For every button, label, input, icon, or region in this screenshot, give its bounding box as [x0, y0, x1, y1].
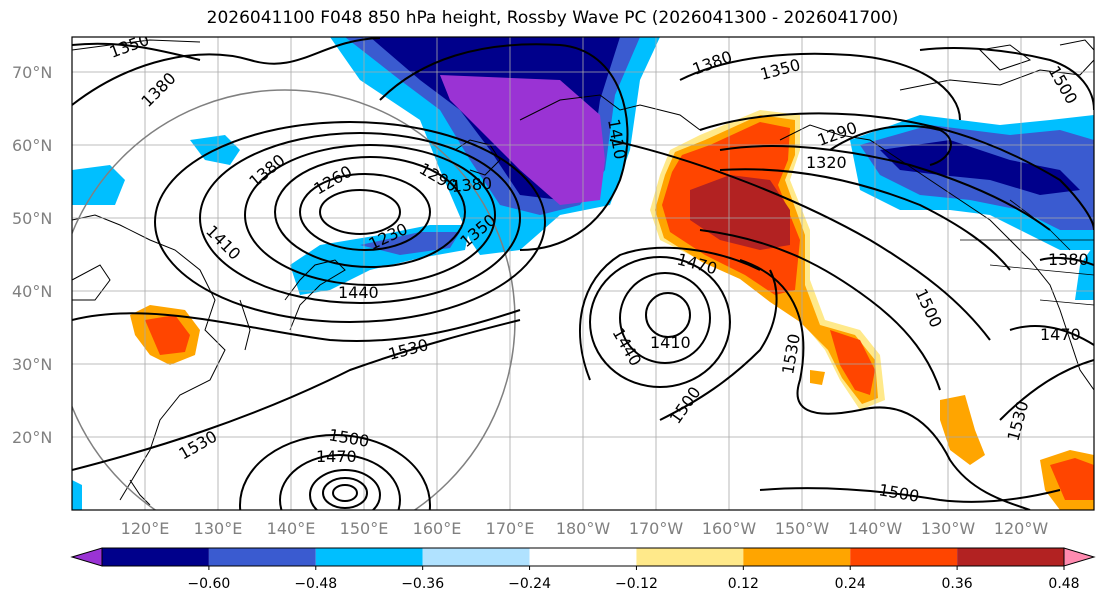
reference-circle [72, 89, 516, 510]
colorbar-tick-label: 0.12 [728, 576, 759, 592]
lon-label: 150°E [340, 519, 389, 538]
height-contours [72, 37, 1094, 510]
lon-label: 160°E [413, 519, 462, 538]
colorbar-tick-label: 0.24 [835, 576, 866, 592]
colorbar-tick-label: −0.48 [294, 576, 337, 592]
lat-label: 20°N [12, 428, 52, 447]
colorbar-extension-max [1063, 547, 1096, 567]
lon-label: 120°W [994, 519, 1049, 538]
colorbar-segment [315, 548, 423, 566]
contour-label: 1380 [1048, 250, 1089, 269]
contour-label: 1380 [451, 174, 493, 196]
lon-label: 120°E [121, 519, 170, 538]
coastlines [72, 39, 1094, 506]
map-panel: 1350 1380 1380 1410 1290 1260 1230 1350 … [72, 37, 1094, 510]
lon-label: 170°E [486, 519, 535, 538]
lon-label: 170°W [629, 519, 684, 538]
contour-label: 1470 [316, 447, 357, 466]
contour-label: 1410 [650, 333, 691, 352]
map-frame [71, 36, 1095, 511]
lat-label: 30°N [12, 355, 52, 374]
colorbar-extension-min [70, 547, 103, 567]
contour-label: 1320 [806, 153, 847, 172]
lon-label: 130°W [921, 519, 976, 538]
colorbar-tick-label: −0.12 [615, 576, 658, 592]
colorbar-segment [529, 548, 637, 566]
colorbar-tick-label: 0.36 [942, 576, 973, 592]
lon-label: 180°W [556, 519, 611, 538]
colorbar-tick-label: 0.48 [1048, 576, 1079, 592]
contour-label: 1440 [338, 283, 379, 302]
colorbar-segment [743, 548, 851, 566]
colorbar-segment [422, 548, 530, 566]
lat-label: 50°N [12, 209, 52, 228]
lon-label: 140°W [848, 519, 903, 538]
latitude-labels: 70°N 60°N 50°N 40°N 30°N 20°N [12, 63, 52, 447]
colorbar-segment [957, 548, 1064, 566]
map-title: 2026041100 F048 850 hPa height, Rossby W… [206, 8, 899, 28]
colorbar-tick-label: −0.60 [187, 576, 230, 592]
contour-label: 1470 [1040, 325, 1081, 344]
lon-label: 140°E [267, 519, 316, 538]
lon-label: 150°W [775, 519, 830, 538]
lon-label: 130°E [194, 519, 243, 538]
colorbar-segment [850, 548, 958, 566]
colorbar-tick-label: −0.24 [508, 576, 551, 592]
lon-label: 160°W [702, 519, 757, 538]
colorbar-segment [208, 548, 316, 566]
anomaly-shading [72, 37, 1094, 510]
lat-label: 60°N [12, 136, 52, 155]
graticule [72, 37, 1094, 510]
colorbar-tick-label: −0.36 [401, 576, 444, 592]
colorbar-segment [636, 548, 744, 566]
colorbar-segment [102, 548, 209, 566]
lat-label: 40°N [12, 282, 52, 301]
lat-label: 70°N [12, 63, 52, 82]
longitude-labels: 120°E 130°E 140°E 150°E 160°E 170°E 180°… [121, 519, 1049, 538]
colorbar-frame [101, 547, 1065, 567]
colorbar: −0.60 −0.48 −0.36 −0.24 −0.12 0.12 0.24 0.36 0.4… [70, 547, 1096, 592]
